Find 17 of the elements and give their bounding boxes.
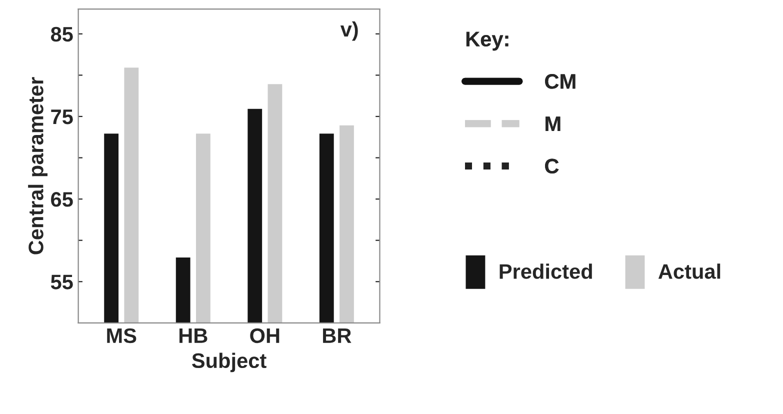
legend-title: Key: <box>466 32 508 51</box>
y-tick-label: 75 <box>51 110 73 124</box>
legend-label: C <box>545 158 559 174</box>
y-tick-label: 55 <box>50 274 73 290</box>
x-tick-label: MS <box>107 328 136 344</box>
legend-label: M <box>546 116 560 131</box>
annotation: v) <box>340 21 358 41</box>
legend-label: Predicted <box>500 264 592 279</box>
y-tick-label: 85 <box>50 26 73 42</box>
x-tick-label: OH <box>250 328 280 344</box>
x-tick-label: BR <box>323 328 352 343</box>
x-tick-label: HB <box>179 328 208 343</box>
legend-label: Actual <box>658 264 720 279</box>
legend-label: CM <box>545 74 576 89</box>
y-axis-title: Central parameter <box>28 77 48 254</box>
y-tick-label: 65 <box>51 192 73 207</box>
x-axis-title: Subject <box>192 352 266 372</box>
